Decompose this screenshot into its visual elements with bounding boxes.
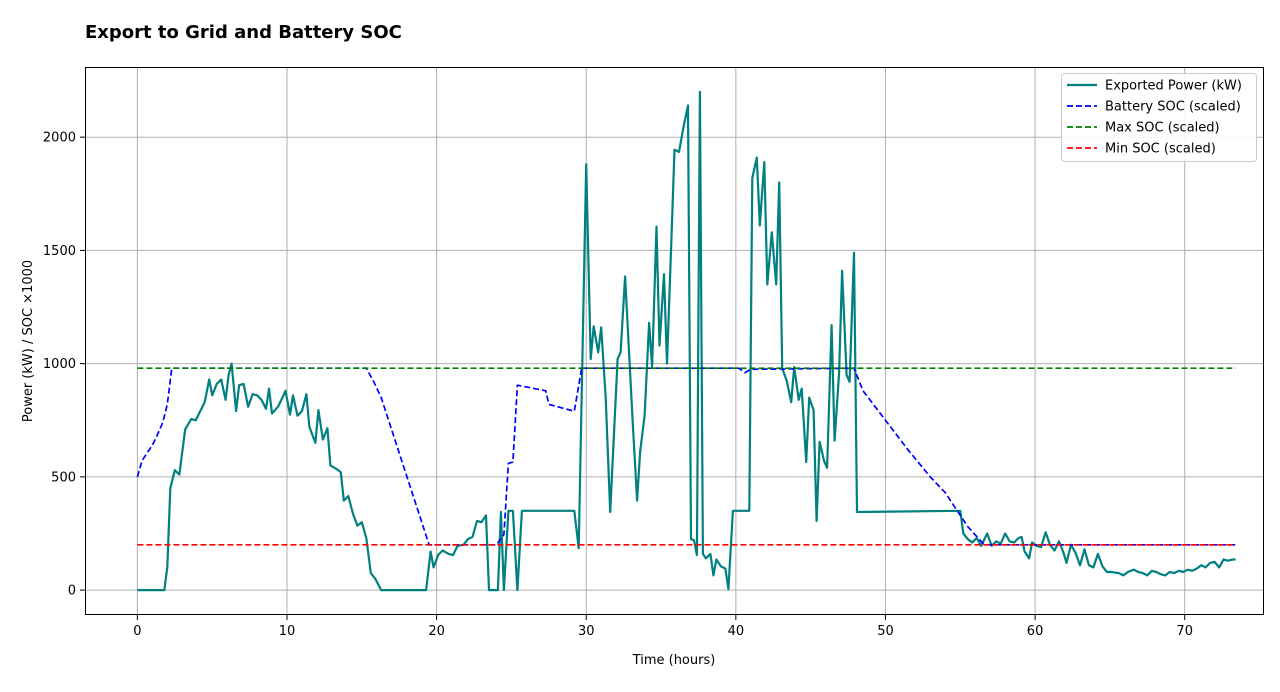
plot-frame bbox=[85, 67, 1264, 615]
y-tick-label-3: 1500 bbox=[43, 244, 76, 259]
y-tick-label-1: 500 bbox=[51, 470, 76, 485]
y-tick-label-4: 2000 bbox=[43, 131, 76, 146]
series-lines bbox=[136, 90, 1236, 592]
x-tick-label-5: 50 bbox=[877, 624, 894, 639]
x-axis-label: Time (hours) bbox=[632, 653, 716, 668]
legend-box bbox=[1061, 73, 1257, 162]
legend-label-1: Battery SOC (scaled) bbox=[1105, 100, 1241, 115]
axis-ticks: 0 10 20 30 40 50 60 70 0 500 1000 1500 2000 bbox=[43, 131, 1193, 639]
legend: Exported Power (kW) Battery SOC (scaled) M… bbox=[1061, 73, 1257, 162]
y-tick-label-0: 0 bbox=[68, 584, 76, 599]
x-tick-label-0: 0 bbox=[133, 624, 141, 639]
y-tick-label-2: 1000 bbox=[43, 357, 76, 372]
x-tick-label-7: 70 bbox=[1176, 624, 1193, 639]
legend-label-2: Max SOC (scaled) bbox=[1105, 121, 1220, 136]
x-tick-label-6: 60 bbox=[1027, 624, 1044, 639]
series-line-1 bbox=[136, 367, 1236, 546]
y-axis-label: Power (kW) / SOC ×1000 bbox=[21, 260, 36, 422]
chart-title: Export to Grid and Battery SOC bbox=[85, 22, 402, 43]
legend-label-0: Exported Power (kW) bbox=[1105, 79, 1242, 94]
x-tick-label-1: 10 bbox=[279, 624, 296, 639]
legend-label-3: Min SOC (scaled) bbox=[1105, 142, 1216, 157]
x-tick-label-3: 30 bbox=[578, 624, 595, 639]
x-tick-label-2: 20 bbox=[428, 624, 445, 639]
series-line-0 bbox=[137, 90, 1236, 592]
x-tick-label-4: 40 bbox=[728, 624, 745, 639]
